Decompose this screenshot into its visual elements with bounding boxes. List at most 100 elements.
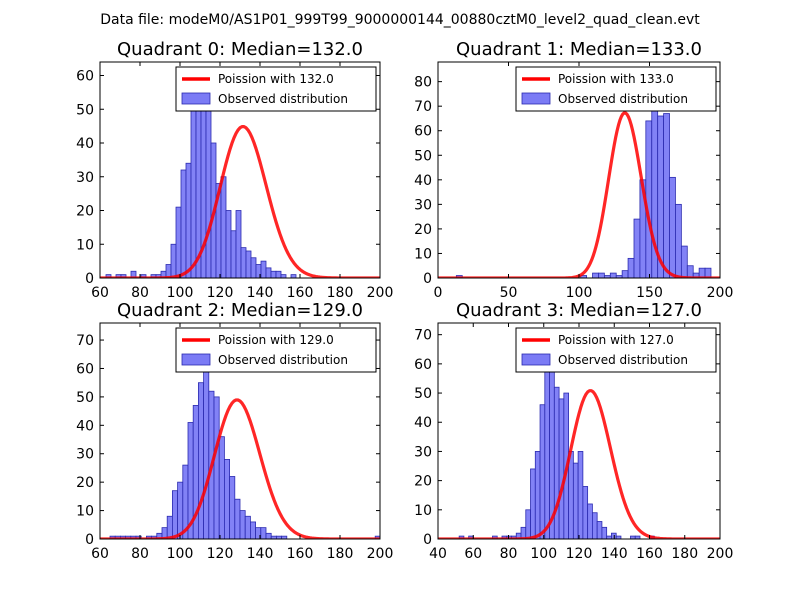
quadrant-2-y-tick-label: 70 [76, 333, 94, 349]
quadrant-0-hist-bar [230, 230, 237, 278]
quadrant-1-hist-bar [663, 113, 670, 278]
quadrant-0-hist-bar [290, 274, 297, 278]
quadrant-1-x-tick-label: 0 [434, 285, 443, 301]
quadrant-0-hist-bar [190, 108, 197, 278]
quadrant-0-hist-bar [275, 270, 282, 278]
quadrant-1-y-tick-label: 20 [414, 222, 432, 238]
quadrant-1-y-tick-label: 60 [414, 124, 432, 140]
quadrant-2-hist-bar [166, 515, 173, 539]
quadrant-3-title: Quadrant 3: Median=127.0 [456, 300, 702, 321]
quadrant-0-panel: 60 80 100 120 140 160 180 200 0 10 20 30 40 50 60 Quadr… [76, 39, 393, 301]
quadrant-0-x-tick-label: 120 [207, 285, 234, 301]
quadrant-1-hist-bar [627, 257, 635, 278]
quadrant-3-hist-bar [539, 404, 546, 539]
quadrant-2-legend-hist-label: Observed distribution [218, 353, 348, 367]
quadrant-2-title: Quadrant 2: Median=129.0 [117, 300, 363, 321]
quadrant-1-legend-hist-swatch [521, 92, 551, 105]
quadrant-2-y-tick-label: 10 [76, 504, 94, 520]
quadrant-0-hist-bar [250, 257, 257, 278]
quadrant-2-x-tick-label: 180 [327, 546, 354, 562]
quadrant-1-hist-bar [598, 272, 605, 278]
quadrant-2-hist-bar [223, 459, 230, 539]
quadrant-2-hist-bar [260, 527, 267, 539]
quadrant-0-hist-bar [175, 206, 182, 278]
quadrant-1-hist-bar [592, 272, 599, 278]
quadrant-2-x-tick-label: 80 [131, 546, 149, 562]
quadrant-1-y-tick-label: 80 [414, 75, 432, 91]
quadrant-3-panel: 40 60 80 100 120 140 160 180 200 0 10 20 30 40 50 60 70 Q… [414, 300, 733, 562]
quadrant-0-x-tick-label: 180 [327, 285, 354, 301]
quadrant-3-marks [438, 363, 720, 539]
quadrant-0-x-tick-label: 200 [367, 285, 394, 301]
quadrant-1-hist-bar [686, 265, 694, 278]
quadrant-2-axes-frame [99, 322, 381, 540]
quadrant-3-x-tick-label: 120 [566, 546, 593, 562]
quadrant-2-x-tick-label: 200 [367, 546, 394, 562]
quadrant-3-x-tick-label: 180 [671, 546, 698, 562]
quadrant-3-y-tick-label: 40 [414, 415, 432, 431]
quadrant-2-hist-bar [244, 515, 251, 539]
quadrant-1-y-tick-label: 0 [423, 271, 432, 287]
quadrant-0-hist-bar [180, 169, 187, 278]
quadrant-2-x-tick-label: 60 [91, 546, 109, 562]
quadrant-2-x-tick-label: 100 [167, 546, 194, 562]
quadrant-3-hist-bar [530, 468, 536, 539]
quadrant-2-legend: Poission with 129.0 Observed distribution [175, 327, 377, 373]
quadrant-1-y-tick-label: 40 [414, 173, 432, 189]
quadrant-0-y-tick-label: 20 [76, 204, 94, 220]
quadrant-2-hist-bar [171, 490, 178, 539]
quadrant-2-hist-bar [234, 498, 241, 539]
quadrant-2-hist-bar [229, 476, 236, 539]
quadrant-2-legend-curve-label: Poission with 129.0 [218, 333, 334, 347]
quadrant-1-legend-hist-label: Observed distribution [558, 92, 688, 106]
quadrant-0-legend: Poission with 132.0 Observed distribution [175, 66, 377, 112]
quadrant-3-x-tick-label: 160 [636, 546, 663, 562]
quadrant-1-panel: 0 50 100 150 200 0 10 20 30 40 50 60 70 80 Quadrant 1:… [414, 39, 733, 301]
quadrant-1-x-tick-label: 150 [636, 285, 663, 301]
quadrant-3-legend-hist-label: Observed distribution [558, 353, 688, 367]
quadrant-0-y-tick-label: 30 [76, 170, 94, 186]
quadrant-1-hist-bar [609, 272, 617, 278]
quadrant-3-x-tick-label: 80 [500, 546, 518, 562]
quadrant-1-legend: Poission with 133.0 Observed distribution [515, 66, 717, 112]
quadrant-3-y-tick-label: 50 [414, 386, 432, 402]
quadrant-0-y-tick-label: 40 [76, 136, 94, 152]
quadrant-2-hist-bar [177, 481, 184, 539]
quadrant-0-y-tick-label: 0 [85, 271, 94, 287]
quadrant-0-hist-bar [240, 247, 247, 278]
quadrant-3-y-tick-label: 10 [414, 503, 432, 519]
quadrant-1-hist-bar [704, 267, 712, 278]
quadrant-3-hist-bar [601, 526, 608, 539]
quadrant-0-x-tick-label: 160 [287, 285, 314, 301]
quadrant-0-hist-bar [140, 274, 147, 278]
quadrant-1-y-tick-label: 70 [414, 99, 432, 115]
quadrant-0-hist-bar [260, 260, 267, 278]
quadrant-0-axes-frame [99, 61, 381, 279]
quadrant-0-hist-bar [225, 210, 232, 278]
quadrant-3-y-tick-label: 70 [414, 328, 432, 344]
quadrant-2-hist-bar [249, 521, 256, 539]
quadrant-3-x-tick-label: 140 [601, 546, 628, 562]
quadrant-0-hist-bar [120, 274, 127, 278]
quadrant-1-hist-bar [645, 120, 653, 278]
quadrant-2-hist-bar [281, 535, 288, 539]
quadrant-3-x-tick-label: 60 [464, 546, 482, 562]
quadrant-0-hist-bar [130, 270, 137, 278]
quadrant-2-y-tick-label: 50 [76, 390, 94, 406]
quadrant-0-hist-bar [265, 267, 272, 278]
quadrant-0-x-tick-label: 140 [247, 285, 274, 301]
quadrant-2-y-tick-label: 60 [76, 361, 94, 377]
quadrant-2-hist-bar [265, 532, 272, 539]
quadrant-3-hist-bar [591, 512, 598, 539]
quadrant-0-hist-bar [270, 270, 277, 278]
quadrant-0-x-tick-label: 60 [91, 285, 109, 301]
figure-suptitle: Data file: modeM0/AS1P01_999T99_90000001… [100, 12, 700, 28]
quadrant-0-hist-bar [235, 210, 242, 278]
quadrant-0-x-tick-label: 100 [167, 285, 194, 301]
quadrant-3-hist-bar [582, 486, 589, 539]
quadrant-0-hist-bar [245, 250, 252, 278]
quadrant-3-legend-hist-swatch [521, 353, 551, 366]
quadrant-1-hist-bar [633, 218, 641, 278]
quadrant-3-hist-bar [544, 363, 550, 539]
quadrant-3-hist-bar [577, 451, 584, 539]
